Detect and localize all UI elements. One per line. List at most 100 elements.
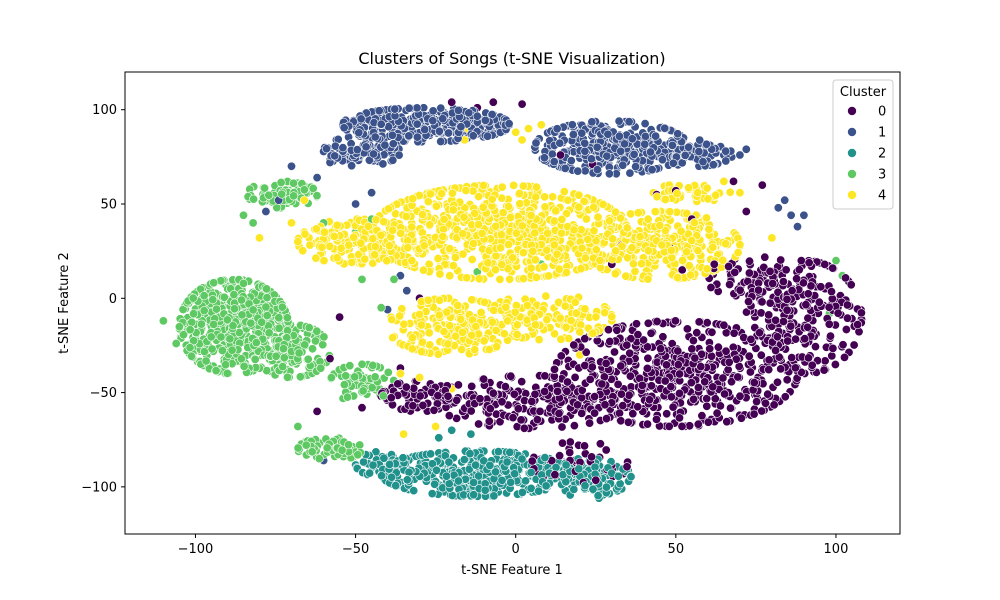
data-point-cluster-0 — [652, 316, 662, 326]
data-point-cluster-1 — [261, 207, 271, 217]
data-point-cluster-3 — [209, 278, 219, 288]
data-point-cluster-3 — [216, 332, 226, 342]
data-point-cluster-1 — [428, 106, 438, 116]
data-point-cluster-0 — [752, 397, 762, 407]
data-point-cluster-2 — [365, 468, 375, 478]
data-point-cluster-0 — [565, 437, 575, 447]
data-point-cluster-4 — [643, 274, 653, 284]
data-point-cluster-1 — [339, 123, 349, 133]
data-point-cluster-2 — [447, 425, 457, 435]
data-point-cluster-4 — [371, 215, 381, 225]
data-point-cluster-3 — [248, 218, 258, 228]
data-point-cluster-1 — [673, 129, 683, 139]
data-point-cluster-0 — [721, 346, 731, 356]
data-point-cluster-3 — [279, 353, 289, 363]
data-point-cluster-3 — [199, 347, 209, 357]
data-point-cluster-1 — [351, 199, 361, 209]
data-point-cluster-0 — [736, 413, 746, 423]
data-point-cluster-3 — [318, 340, 328, 350]
data-point-cluster-0 — [721, 328, 731, 338]
data-point-cluster-4 — [542, 315, 552, 325]
data-point-cluster-0 — [409, 383, 419, 393]
data-point-cluster-3 — [389, 274, 399, 284]
data-point-cluster-4 — [363, 221, 373, 231]
data-point-cluster-1 — [456, 122, 466, 132]
data-point-cluster-3 — [262, 310, 272, 320]
data-point-cluster-2 — [521, 476, 531, 486]
data-point-cluster-0 — [842, 313, 852, 323]
data-point-cluster-0 — [497, 397, 507, 407]
data-point-cluster-3 — [187, 351, 197, 361]
data-point-cluster-1 — [552, 124, 562, 134]
data-point-cluster-4 — [399, 429, 409, 439]
data-point-cluster-1 — [286, 161, 296, 171]
data-point-cluster-0 — [429, 405, 439, 415]
data-point-cluster-4 — [347, 257, 357, 267]
data-point-cluster-4 — [608, 234, 618, 244]
data-point-cluster-1 — [680, 150, 690, 160]
data-point-cluster-2 — [540, 453, 550, 463]
data-point-cluster-4 — [300, 229, 310, 239]
data-point-cluster-0 — [579, 441, 589, 451]
data-point-cluster-2 — [391, 481, 401, 491]
data-point-cluster-4 — [566, 315, 576, 325]
data-point-cluster-4 — [299, 195, 309, 205]
data-point-cluster-3 — [316, 363, 326, 373]
data-point-cluster-0 — [357, 403, 367, 413]
data-point-cluster-4 — [531, 272, 541, 282]
data-point-cluster-1 — [640, 131, 650, 141]
data-point-cluster-0 — [782, 305, 792, 315]
data-point-cluster-4 — [626, 209, 636, 219]
data-point-cluster-4 — [501, 302, 511, 312]
data-point-cluster-4 — [643, 214, 653, 224]
data-point-cluster-4 — [593, 212, 603, 222]
data-point-cluster-1 — [786, 210, 796, 220]
data-point-cluster-1 — [378, 159, 388, 169]
data-point-cluster-4 — [652, 192, 662, 202]
data-point-cluster-0 — [803, 313, 813, 323]
data-point-cluster-0 — [509, 389, 519, 399]
data-point-cluster-3 — [257, 317, 267, 327]
data-point-cluster-1 — [631, 162, 641, 172]
data-point-cluster-3 — [288, 178, 298, 188]
data-point-cluster-4 — [660, 195, 670, 205]
data-point-cluster-3 — [187, 317, 197, 327]
data-point-cluster-4 — [445, 271, 455, 281]
data-point-cluster-4 — [591, 245, 601, 255]
data-point-cluster-2 — [510, 469, 520, 479]
data-point-cluster-1 — [619, 139, 629, 149]
data-point-cluster-4 — [508, 253, 518, 263]
data-point-cluster-0 — [644, 395, 654, 405]
data-point-cluster-3 — [282, 313, 292, 323]
data-point-cluster-0 — [820, 259, 830, 269]
data-point-cluster-0 — [485, 404, 495, 414]
data-point-cluster-0 — [725, 279, 735, 289]
data-point-cluster-4 — [443, 339, 453, 349]
data-point-cluster-0 — [760, 252, 770, 262]
data-point-cluster-4 — [424, 328, 434, 338]
data-point-cluster-0 — [335, 312, 345, 322]
data-point-cluster-4 — [435, 269, 445, 279]
data-point-cluster-4 — [478, 181, 488, 191]
data-point-cluster-2 — [517, 454, 527, 464]
data-point-cluster-3 — [274, 313, 284, 323]
data-point-cluster-0 — [827, 351, 837, 361]
data-point-cluster-3 — [246, 318, 256, 328]
data-point-cluster-0 — [724, 261, 734, 271]
data-point-cluster-0 — [479, 374, 489, 384]
data-point-cluster-2 — [377, 471, 387, 481]
data-point-cluster-1 — [330, 141, 340, 151]
data-point-cluster-4 — [604, 216, 614, 226]
data-point-cluster-3 — [189, 309, 199, 319]
data-point-cluster-0 — [786, 321, 796, 331]
data-point-cluster-1 — [420, 125, 430, 135]
data-point-cluster-0 — [744, 351, 754, 361]
data-point-cluster-1 — [369, 149, 379, 159]
data-point-cluster-4 — [549, 240, 559, 250]
data-point-cluster-1 — [592, 142, 602, 152]
data-point-cluster-4 — [383, 204, 393, 214]
data-point-cluster-4 — [461, 186, 471, 196]
data-point-cluster-4 — [445, 244, 455, 254]
data-point-cluster-4 — [588, 328, 598, 338]
data-point-cluster-4 — [633, 208, 643, 218]
